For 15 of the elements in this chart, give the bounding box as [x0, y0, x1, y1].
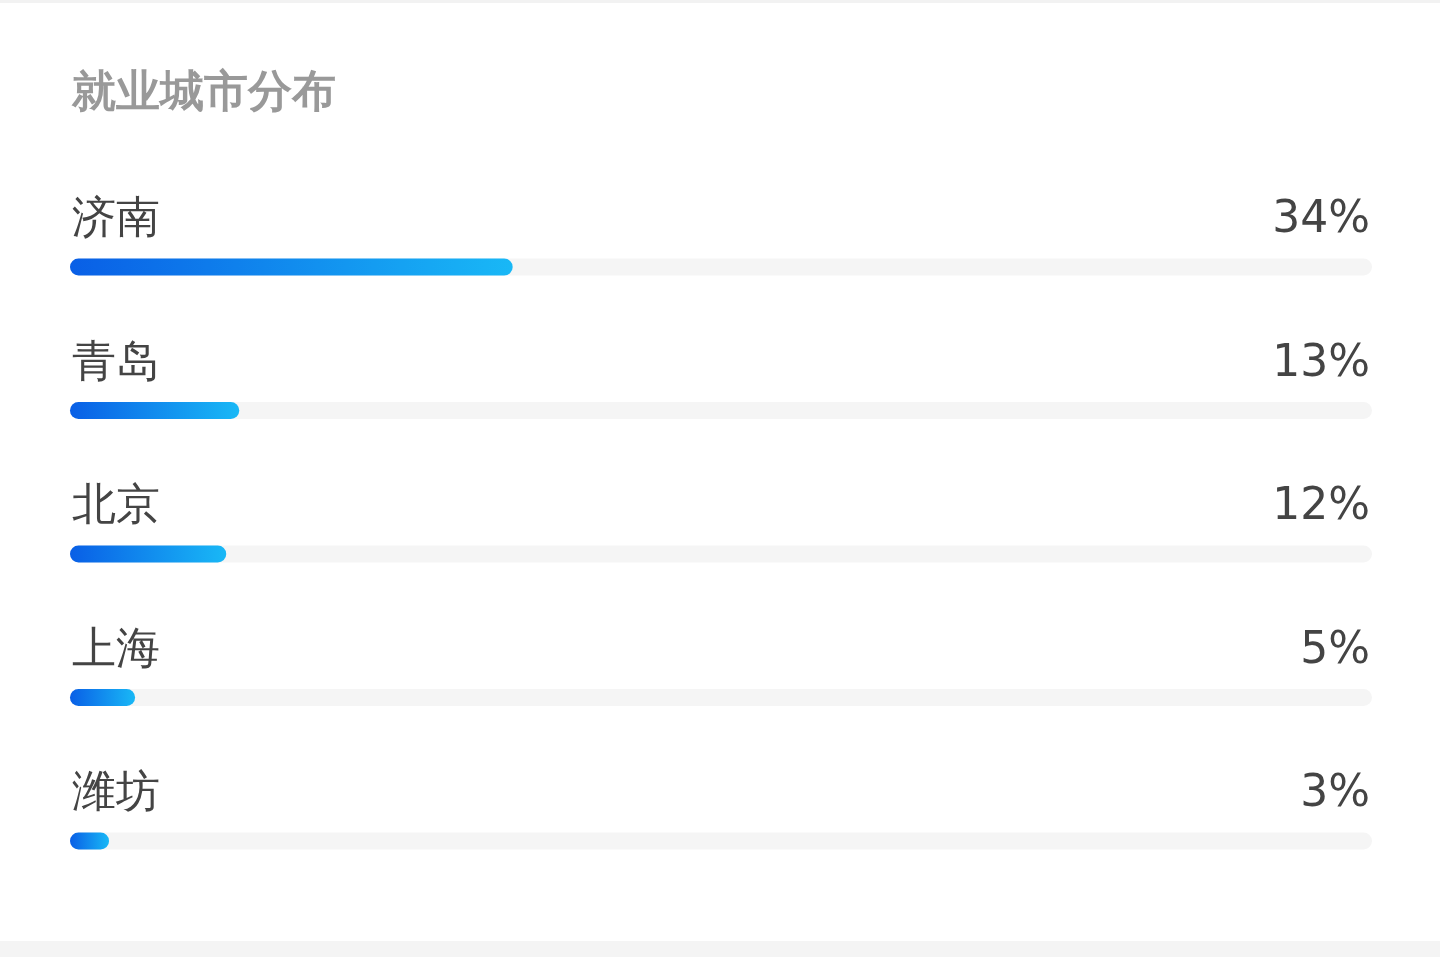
data-label: 3% [1300, 765, 1370, 816]
bar [70, 689, 136, 706]
y-tick-label: 北京 [72, 478, 160, 529]
bar [70, 402, 240, 419]
data-label: 13% [1272, 334, 1370, 386]
y-tick-label: 青岛 [72, 334, 160, 386]
data-label: 34% [1272, 191, 1370, 242]
y-tick-label: 上海 [72, 621, 160, 673]
bar [70, 832, 110, 850]
y-tick-label: 济南 [72, 191, 160, 242]
data-label: 5% [1300, 621, 1370, 673]
y-tick-label: 潍坊 [72, 765, 160, 816]
bar [70, 545, 227, 563]
data-label: 12% [1272, 478, 1370, 529]
chart-title: 就业城市分布 [71, 65, 336, 116]
